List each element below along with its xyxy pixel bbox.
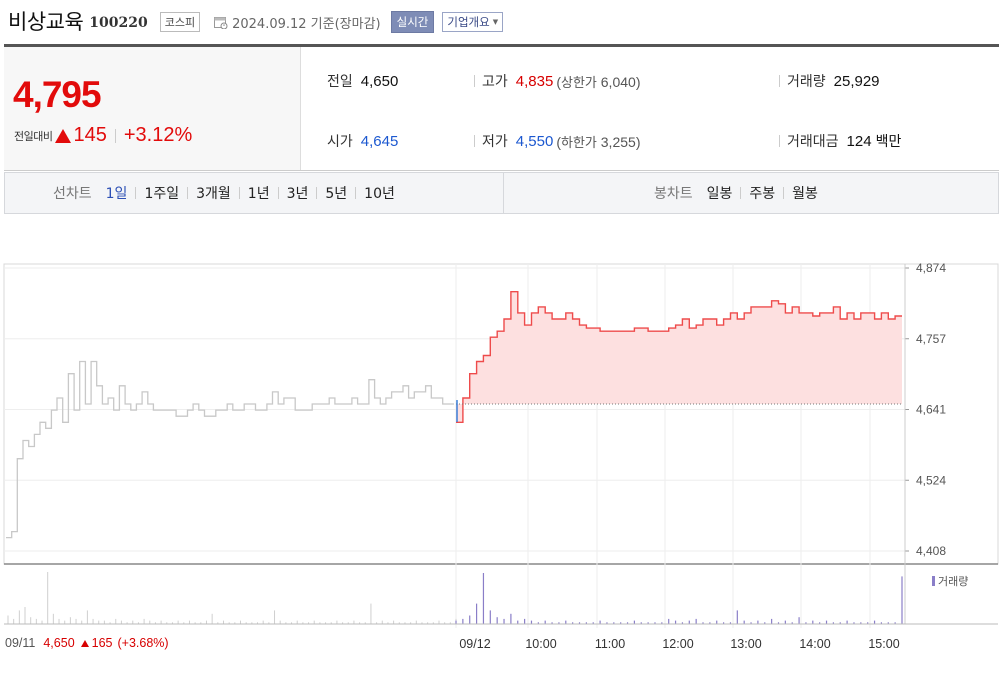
up-triangle-icon — [80, 640, 89, 647]
footer-price: 4,650 — [43, 636, 75, 650]
divider — [783, 187, 785, 199]
plot-area — [3, 263, 999, 565]
calendar-icon — [214, 17, 228, 29]
low-cell: 저가 4,550 (하한가 3,255) — [482, 131, 640, 151]
open-label: 시가 — [327, 134, 353, 150]
change-label: 전일대비 — [14, 129, 53, 143]
x-tick-label: 13:00 — [730, 637, 761, 651]
divider — [474, 75, 475, 87]
line-chart-tabs: 선차트 1일 1주일 3개월 1년 3년 5년 10년 — [53, 173, 395, 213]
tab-1day[interactable]: 1일 — [105, 186, 128, 202]
divider — [474, 135, 475, 147]
divider — [740, 187, 742, 199]
volume-label: 거래량 — [787, 74, 826, 90]
change-row: 전일대비 145 +3.12% — [14, 124, 192, 147]
tab-1year[interactable]: 1년 — [247, 186, 270, 202]
tab-3month[interactable]: 3개월 — [196, 186, 231, 202]
caret-down-icon: ▼ — [492, 18, 499, 26]
divider — [503, 173, 504, 213]
tab-daily-candle[interactable]: 일봉 — [706, 186, 733, 202]
line-chart-title: 선차트 — [53, 186, 92, 202]
volume-cell: 거래량 25,929 — [787, 71, 880, 91]
amount-value: 124 — [846, 132, 872, 150]
title-row: 비상교육 100220 코스피 2024.09.12 기준(장마감) 실시간 기… — [8, 6, 504, 36]
high-cell: 고가 4,835 (상한가 6,040) — [482, 71, 640, 91]
amount-unit: 백만 — [875, 134, 902, 150]
price-summary: 4,795 전일대비 145 +3.12% 전일 4,650 고가 4,835 … — [4, 44, 999, 171]
change-value: 145 — [73, 124, 107, 146]
lower-limit-value: 3,255 — [600, 133, 636, 150]
tab-3year[interactable]: 3년 — [286, 186, 309, 202]
low-value: 4,550 — [515, 132, 554, 150]
tab-weekly-candle[interactable]: 주봉 — [749, 186, 776, 202]
x-tick-label: 15:00 — [868, 637, 899, 651]
tab-10year[interactable]: 10년 — [364, 186, 395, 202]
x-tick-label: 14:00 — [799, 637, 830, 651]
upper-limit-value: 6,040 — [600, 73, 636, 90]
tab-5year[interactable]: 5년 — [325, 186, 348, 202]
footer-change-value: 165 — [91, 636, 113, 650]
amount-label: 거래대금 — [787, 134, 839, 150]
footer-date: 09/11 — [5, 636, 36, 650]
date-text: 2024.09.12 기준(장마감) — [232, 16, 381, 32]
prev-close-value: 4,650 — [360, 72, 399, 90]
divider — [277, 187, 279, 199]
volume-legend-label: 거래량 — [938, 575, 968, 588]
realtime-button[interactable]: 실시간 — [390, 11, 435, 33]
x-tick-label: 09/12 — [459, 637, 490, 651]
high-value: 4,835 — [515, 72, 554, 90]
candle-chart-title: 봉차트 — [654, 186, 693, 202]
open-value: 4,645 — [360, 132, 399, 150]
today-line — [456, 291, 902, 423]
prev-close-cell: 전일 4,650 — [327, 71, 398, 91]
y-tick-label: 4,757 — [916, 332, 946, 346]
amount-cell: 거래대금 124 백만 — [787, 131, 901, 151]
x-tick-label: 11:00 — [595, 637, 625, 651]
divider — [316, 187, 318, 199]
tab-1week[interactable]: 1주일 — [144, 186, 180, 202]
prev-day-line — [6, 360, 454, 539]
y-tick-label: 4,408 — [916, 544, 946, 558]
up-triangle-icon — [55, 128, 72, 143]
upper-limit-label: 상한가 — [560, 75, 597, 91]
company-overview-label: 기업개요 — [447, 15, 490, 29]
prev-close-label: 전일 — [327, 74, 353, 90]
market-badge: 코스피 — [159, 12, 201, 32]
footer-change: 165 — [80, 636, 113, 650]
y-tick-label: 4,874 — [916, 261, 946, 275]
tab-monthly-candle[interactable]: 월봉 — [792, 186, 818, 202]
divider — [779, 75, 780, 87]
low-label: 저가 — [482, 134, 508, 150]
chart-period-tabs: 선차트 1일 1주일 3개월 1년 3년 5년 10년 봉차트 일봉 주봉 월봉 — [4, 172, 999, 214]
high-label: 고가 — [482, 74, 508, 90]
x-tick-label: 10:00 — [525, 637, 556, 651]
divider — [114, 128, 116, 143]
change-percent: +3.12% — [123, 124, 193, 146]
divider — [187, 187, 189, 199]
current-price: 4,795 — [13, 74, 102, 115]
x-tick-label: 12:00 — [662, 637, 693, 651]
stock-code: 100220 — [89, 15, 148, 31]
today-area-fill — [456, 291, 902, 423]
lower-limit-label: 하한가 — [560, 135, 597, 151]
y-tick-label: 4,641 — [916, 403, 946, 417]
company-overview-button[interactable]: 기업개요 ▼ — [442, 12, 504, 32]
candle-chart-tabs: 봉차트 일봉 주봉 월봉 — [654, 173, 818, 213]
volume-value: 25,929 — [833, 72, 880, 90]
lower-limit: (하한가 3,255) — [556, 133, 641, 151]
divider — [238, 187, 240, 199]
divider — [355, 187, 357, 199]
divider — [135, 187, 137, 199]
divider — [779, 135, 780, 147]
footer-percent: (+3.68%) — [117, 636, 169, 650]
upper-limit: (상한가 6,040) — [556, 73, 641, 91]
current-price-panel: 4,795 전일대비 145 +3.12% — [4, 47, 301, 170]
y-tick-label: 4,524 — [916, 473, 946, 487]
stock-name: 비상교육 — [8, 10, 84, 34]
chart-footer-info: 09/11 4,650 165 (+3.68%) — [5, 636, 169, 650]
open-cell: 시가 4,645 — [327, 131, 398, 151]
volume-legend-swatch — [932, 576, 935, 586]
